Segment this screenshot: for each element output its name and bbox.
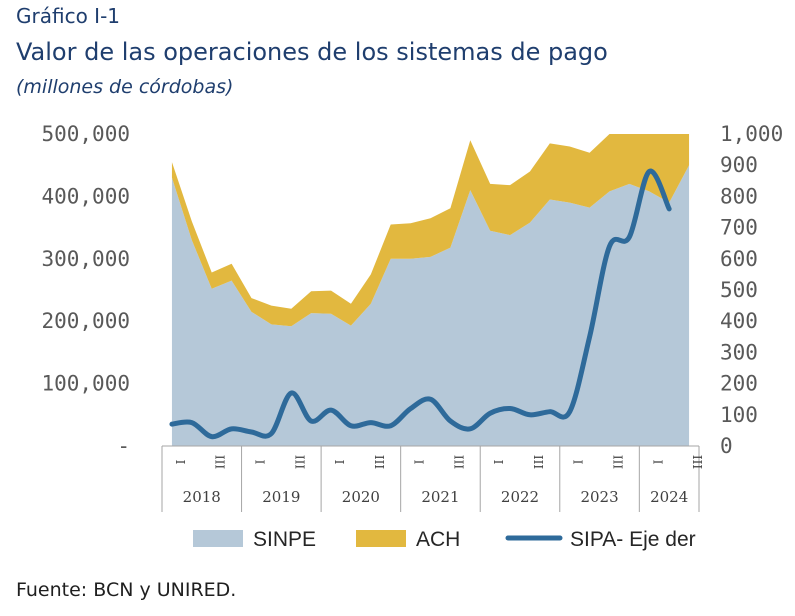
chart-subtitle: (millones de córdobas) xyxy=(16,76,234,98)
legend-label-sinpe: SINPE xyxy=(253,528,316,551)
y-left-tick-label: 400,000 xyxy=(41,184,130,208)
x-quarter-label: I xyxy=(650,460,664,465)
y-left-tick-label: - xyxy=(117,434,130,458)
y-right-tick-label: 200 xyxy=(720,372,758,396)
x-quarter-label: I xyxy=(412,460,426,465)
legend-swatch-sinpe xyxy=(193,530,243,547)
y-right-tick-label: 400 xyxy=(720,309,758,333)
sinpe-area xyxy=(171,165,690,446)
x-quarter-label: III xyxy=(611,455,625,469)
x-quarter-label: III xyxy=(292,455,306,469)
x-quarter-label: III xyxy=(531,455,545,469)
sipa-line xyxy=(169,168,672,440)
y-left-tick-label: 300,000 xyxy=(41,247,130,271)
x-year-label: 2019 xyxy=(262,488,300,506)
x-year-label: 2021 xyxy=(421,488,459,506)
chart-title: Valor de las operaciones de los sistemas… xyxy=(16,38,608,66)
y-left-tick-label: 100,000 xyxy=(41,372,130,396)
x-year-label: 2024 xyxy=(650,488,688,506)
x-quarter-label: I xyxy=(173,460,187,465)
x-quarter-label: I xyxy=(571,460,585,465)
y-right-tick-label: 300 xyxy=(720,340,758,364)
y-right-tick-label: 1,000 xyxy=(720,122,783,146)
legend-swatch-ach xyxy=(356,530,406,547)
x-year-label: 2023 xyxy=(580,488,618,506)
y-right-tick-label: 700 xyxy=(720,216,758,240)
chart-label: Gráfico I-1 xyxy=(16,4,121,28)
source-note: Fuente: BCN y UNIRED. xyxy=(16,579,237,601)
x-quarter-label: III xyxy=(451,455,465,469)
y-right-tick-label: 600 xyxy=(720,247,758,271)
y-right-tick-label: 800 xyxy=(720,184,758,208)
x-quarter-label: I xyxy=(332,460,346,465)
x-quarter-label: III xyxy=(213,455,227,469)
x-year-label: 2018 xyxy=(183,488,221,506)
x-year-label: 2020 xyxy=(342,488,380,506)
y-right-tick-label: 500 xyxy=(720,278,758,302)
x-quarter-label: I xyxy=(253,460,267,465)
y-right-tick-label: 0 xyxy=(720,434,733,458)
x-quarter-label: III xyxy=(690,455,704,469)
legend-label-sipa: SIPA- Eje der xyxy=(570,528,696,551)
legend-label-ach: ACH xyxy=(416,528,460,551)
y-right-tick-label: 900 xyxy=(720,153,758,177)
ach-area xyxy=(171,134,690,327)
y-left-tick-label: 200,000 xyxy=(41,309,130,333)
x-quarter-label: I xyxy=(491,460,505,465)
y-left-tick-label: 500,000 xyxy=(41,122,130,146)
chart-canvas: - 100,000 200,000 300,000 400,000 500,000 0 100… xyxy=(41,122,783,551)
x-quarter-label: III xyxy=(372,455,386,469)
y-right-tick-label: 100 xyxy=(720,403,758,427)
x-year-label: 2022 xyxy=(501,488,539,506)
